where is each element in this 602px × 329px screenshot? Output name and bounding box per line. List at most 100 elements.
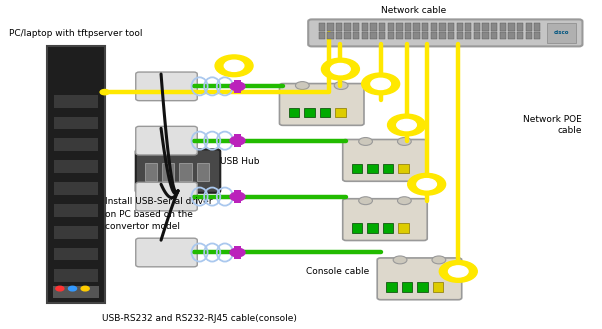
Bar bbox=[379, 32, 385, 39]
Text: Install USB-Serial driver
on PC based on the
convertor model: Install USB-Serial driver on PC based on… bbox=[105, 197, 213, 231]
Bar bbox=[399, 223, 409, 233]
Bar bbox=[547, 23, 576, 43]
Bar bbox=[162, 163, 174, 181]
Bar bbox=[367, 164, 378, 173]
Bar bbox=[383, 164, 393, 173]
FancyBboxPatch shape bbox=[343, 199, 427, 240]
FancyBboxPatch shape bbox=[135, 149, 220, 193]
Circle shape bbox=[230, 192, 245, 201]
Bar bbox=[386, 282, 397, 292]
Bar bbox=[320, 108, 330, 117]
Circle shape bbox=[359, 197, 373, 205]
Bar bbox=[482, 32, 489, 39]
Bar bbox=[336, 32, 342, 39]
Bar bbox=[405, 23, 411, 31]
FancyBboxPatch shape bbox=[343, 139, 427, 181]
Bar bbox=[289, 108, 299, 117]
Bar bbox=[430, 23, 437, 31]
FancyBboxPatch shape bbox=[308, 19, 583, 46]
Bar bbox=[439, 32, 445, 39]
Bar bbox=[534, 32, 541, 39]
Bar bbox=[456, 32, 463, 39]
Bar bbox=[234, 80, 241, 93]
Bar bbox=[353, 32, 359, 39]
Bar bbox=[422, 23, 429, 31]
Bar bbox=[54, 269, 98, 282]
Bar bbox=[54, 139, 98, 151]
Circle shape bbox=[448, 266, 468, 277]
Circle shape bbox=[371, 78, 391, 89]
Bar bbox=[399, 164, 409, 173]
Bar bbox=[534, 23, 541, 31]
Bar bbox=[439, 23, 445, 31]
Bar bbox=[362, 32, 368, 39]
Text: cisco: cisco bbox=[554, 30, 569, 36]
Bar bbox=[344, 32, 351, 39]
Text: PC/laptop with tftpserver tool: PC/laptop with tftpserver tool bbox=[9, 29, 143, 38]
Circle shape bbox=[397, 138, 411, 145]
Bar bbox=[414, 23, 420, 31]
Bar bbox=[344, 23, 351, 31]
Bar bbox=[448, 32, 455, 39]
Bar bbox=[179, 163, 191, 181]
Bar bbox=[54, 116, 98, 129]
Bar bbox=[396, 23, 403, 31]
Bar bbox=[402, 282, 412, 292]
Bar bbox=[526, 23, 532, 31]
Circle shape bbox=[388, 114, 426, 136]
Bar bbox=[318, 32, 325, 39]
Circle shape bbox=[439, 261, 477, 282]
FancyBboxPatch shape bbox=[135, 238, 197, 267]
Bar bbox=[54, 95, 98, 108]
Text: Console cable: Console cable bbox=[306, 267, 369, 276]
Circle shape bbox=[321, 58, 359, 80]
Bar bbox=[508, 32, 515, 39]
Bar bbox=[370, 32, 377, 39]
Bar bbox=[47, 46, 105, 303]
Bar bbox=[54, 226, 98, 239]
Bar bbox=[197, 163, 209, 181]
Bar bbox=[414, 32, 420, 39]
Circle shape bbox=[56, 286, 64, 291]
Text: Network cable: Network cable bbox=[380, 7, 446, 15]
Bar bbox=[388, 32, 394, 39]
Bar bbox=[327, 23, 334, 31]
Bar bbox=[422, 32, 429, 39]
Circle shape bbox=[230, 248, 245, 257]
Bar bbox=[517, 32, 523, 39]
Bar bbox=[433, 282, 443, 292]
Bar bbox=[54, 160, 98, 173]
Circle shape bbox=[81, 286, 89, 291]
Bar bbox=[234, 134, 241, 147]
Bar bbox=[448, 23, 455, 31]
Circle shape bbox=[397, 119, 417, 131]
Bar bbox=[367, 223, 378, 233]
FancyBboxPatch shape bbox=[279, 84, 364, 125]
Bar bbox=[465, 32, 471, 39]
Circle shape bbox=[408, 173, 445, 195]
Circle shape bbox=[225, 60, 244, 71]
Bar bbox=[362, 23, 368, 31]
Bar bbox=[491, 32, 497, 39]
Bar bbox=[54, 204, 98, 217]
Bar bbox=[353, 23, 359, 31]
Bar bbox=[517, 23, 523, 31]
Bar bbox=[396, 32, 403, 39]
Text: USB Hub: USB Hub bbox=[220, 157, 259, 166]
FancyBboxPatch shape bbox=[135, 126, 197, 155]
Circle shape bbox=[215, 55, 253, 77]
Bar bbox=[53, 286, 99, 297]
Bar bbox=[54, 247, 98, 260]
FancyBboxPatch shape bbox=[135, 72, 197, 101]
Bar bbox=[417, 282, 428, 292]
Circle shape bbox=[69, 286, 76, 291]
Bar bbox=[234, 190, 241, 203]
Circle shape bbox=[362, 73, 400, 95]
Bar bbox=[383, 223, 393, 233]
Bar bbox=[482, 23, 489, 31]
Text: USB-RS232 and RS232-RJ45 cable(console): USB-RS232 and RS232-RJ45 cable(console) bbox=[102, 314, 297, 323]
Circle shape bbox=[230, 137, 245, 145]
Circle shape bbox=[330, 63, 350, 75]
Bar bbox=[474, 32, 480, 39]
FancyBboxPatch shape bbox=[135, 182, 197, 211]
